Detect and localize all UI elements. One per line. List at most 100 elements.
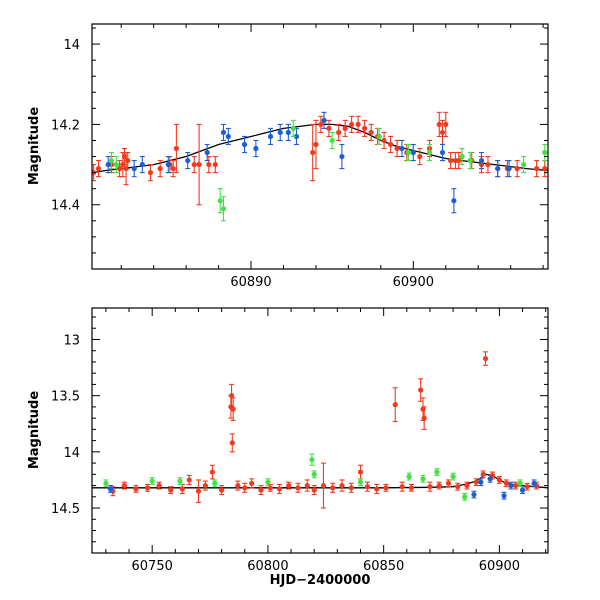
bottom-panel-frame bbox=[91, 307, 549, 554]
top-green-point bbox=[217, 198, 223, 204]
bottom-red-point bbox=[179, 486, 185, 492]
bottom-red-point bbox=[320, 482, 327, 489]
top-red-point bbox=[362, 125, 368, 132]
bottom-red-point bbox=[133, 486, 139, 492]
bottom-red-point bbox=[156, 482, 162, 489]
bottom-blue-point bbox=[501, 493, 507, 499]
bottom-red-point bbox=[496, 477, 502, 483]
bottom-red-point bbox=[399, 484, 405, 490]
top-panel: 60890 60900 14 14.2 14.4 Magnitude bbox=[27, 23, 549, 290]
top-red-point bbox=[212, 161, 218, 168]
top-green-point bbox=[405, 149, 412, 156]
top-red-point bbox=[534, 165, 540, 172]
bottom-green-point bbox=[420, 476, 426, 482]
top-red-point bbox=[326, 125, 332, 132]
top-blue-point bbox=[293, 133, 300, 140]
top-green-point bbox=[467, 157, 473, 164]
top-red-point bbox=[368, 129, 374, 136]
bottom-red-point bbox=[209, 469, 215, 475]
bottom-red-point bbox=[421, 415, 427, 421]
top-blue-point bbox=[410, 149, 416, 156]
top-red-point bbox=[381, 137, 387, 144]
top-blue-point bbox=[478, 157, 485, 164]
top-red-point bbox=[336, 129, 342, 136]
top-blue-point bbox=[495, 165, 501, 172]
top-red-point bbox=[443, 121, 449, 128]
top-green-point bbox=[426, 149, 433, 156]
top-red-point bbox=[514, 165, 520, 172]
top-red-point bbox=[417, 153, 423, 160]
bottom-red-point bbox=[408, 485, 415, 491]
bottom-blue-point bbox=[531, 480, 537, 486]
top-green-point bbox=[459, 153, 465, 160]
bottom-red-point bbox=[286, 482, 292, 489]
bottom-red-point bbox=[202, 482, 209, 489]
bottom-x-axis-label: HJD−2400000 bbox=[270, 573, 371, 588]
bottom-red-point bbox=[249, 480, 255, 486]
top-red-point bbox=[448, 157, 454, 164]
top-x-tick-label: 60890 bbox=[230, 275, 271, 290]
bottom-red-point bbox=[258, 487, 264, 493]
top-blue-point bbox=[339, 153, 345, 160]
bottom-red-point bbox=[242, 485, 248, 491]
bottom-red-point bbox=[427, 484, 433, 490]
top-green-point bbox=[376, 133, 382, 140]
top-y-tick-label: 14.2 bbox=[51, 118, 80, 133]
top-red-point bbox=[349, 121, 355, 128]
bottom-green-point bbox=[462, 494, 468, 500]
top-red-point bbox=[157, 165, 163, 172]
bottom-panel-marks bbox=[92, 351, 548, 509]
top-green-point bbox=[113, 161, 119, 168]
top-red-point bbox=[147, 170, 154, 176]
bottom-plot-area bbox=[92, 351, 548, 509]
top-blue-point bbox=[165, 161, 171, 168]
bottom-red-point bbox=[304, 482, 310, 489]
top-blue-point bbox=[506, 165, 512, 172]
bottom-green-point bbox=[406, 473, 412, 480]
bottom-red-point bbox=[195, 488, 202, 494]
bottom-green-point bbox=[212, 480, 218, 486]
top-green-point bbox=[521, 161, 527, 168]
bottom-red-point bbox=[374, 486, 380, 492]
top-red-point bbox=[191, 161, 197, 168]
top-y-tick-label: 14 bbox=[63, 38, 80, 53]
top-red-point bbox=[394, 145, 400, 152]
bottom-red-point bbox=[228, 393, 235, 399]
top-blue-point bbox=[185, 157, 191, 164]
bottom-green-point bbox=[177, 478, 183, 484]
bottom-y-tick-label: 13.5 bbox=[51, 390, 80, 405]
bottom-x-tick-label: 60800 bbox=[247, 559, 288, 574]
top-red-point bbox=[116, 165, 123, 172]
top-red-point bbox=[206, 161, 212, 168]
bottom-blue-point bbox=[471, 491, 477, 498]
top-blue-point bbox=[321, 117, 327, 123]
top-blue-point bbox=[285, 129, 291, 136]
top-y-axis-label: Magnitude bbox=[27, 107, 42, 186]
top-blue-point bbox=[253, 145, 259, 152]
top-blue-point bbox=[131, 165, 137, 172]
top-green-point bbox=[220, 206, 227, 212]
bottom-x-tick-label: 60750 bbox=[132, 559, 173, 574]
bottom-red-point bbox=[229, 440, 235, 446]
bottom-red-point bbox=[144, 485, 151, 491]
top-red-point bbox=[542, 165, 548, 172]
bottom-red-point bbox=[267, 485, 273, 491]
top-red-point bbox=[170, 165, 176, 172]
bottom-panel-ticks: 60750 60800 60850 60900 13 13.5 14 14.5 bbox=[51, 308, 548, 574]
top-green-point bbox=[290, 125, 296, 132]
bottom-red-point bbox=[392, 402, 398, 408]
top-red-point bbox=[355, 121, 361, 128]
top-blue-point bbox=[139, 161, 145, 168]
bottom-green-point bbox=[357, 479, 364, 485]
top-red-point bbox=[173, 145, 179, 152]
top-red-point bbox=[318, 121, 324, 128]
bottom-red-point bbox=[168, 487, 174, 493]
top-blue-point bbox=[277, 129, 283, 136]
bottom-red-point bbox=[383, 485, 389, 491]
bottom-x-tick-label: 60850 bbox=[363, 559, 404, 574]
top-plot-area bbox=[92, 111, 548, 222]
top-panel-marks bbox=[92, 111, 548, 222]
bottom-red-point bbox=[295, 485, 301, 491]
bottom-green-point bbox=[309, 457, 315, 463]
